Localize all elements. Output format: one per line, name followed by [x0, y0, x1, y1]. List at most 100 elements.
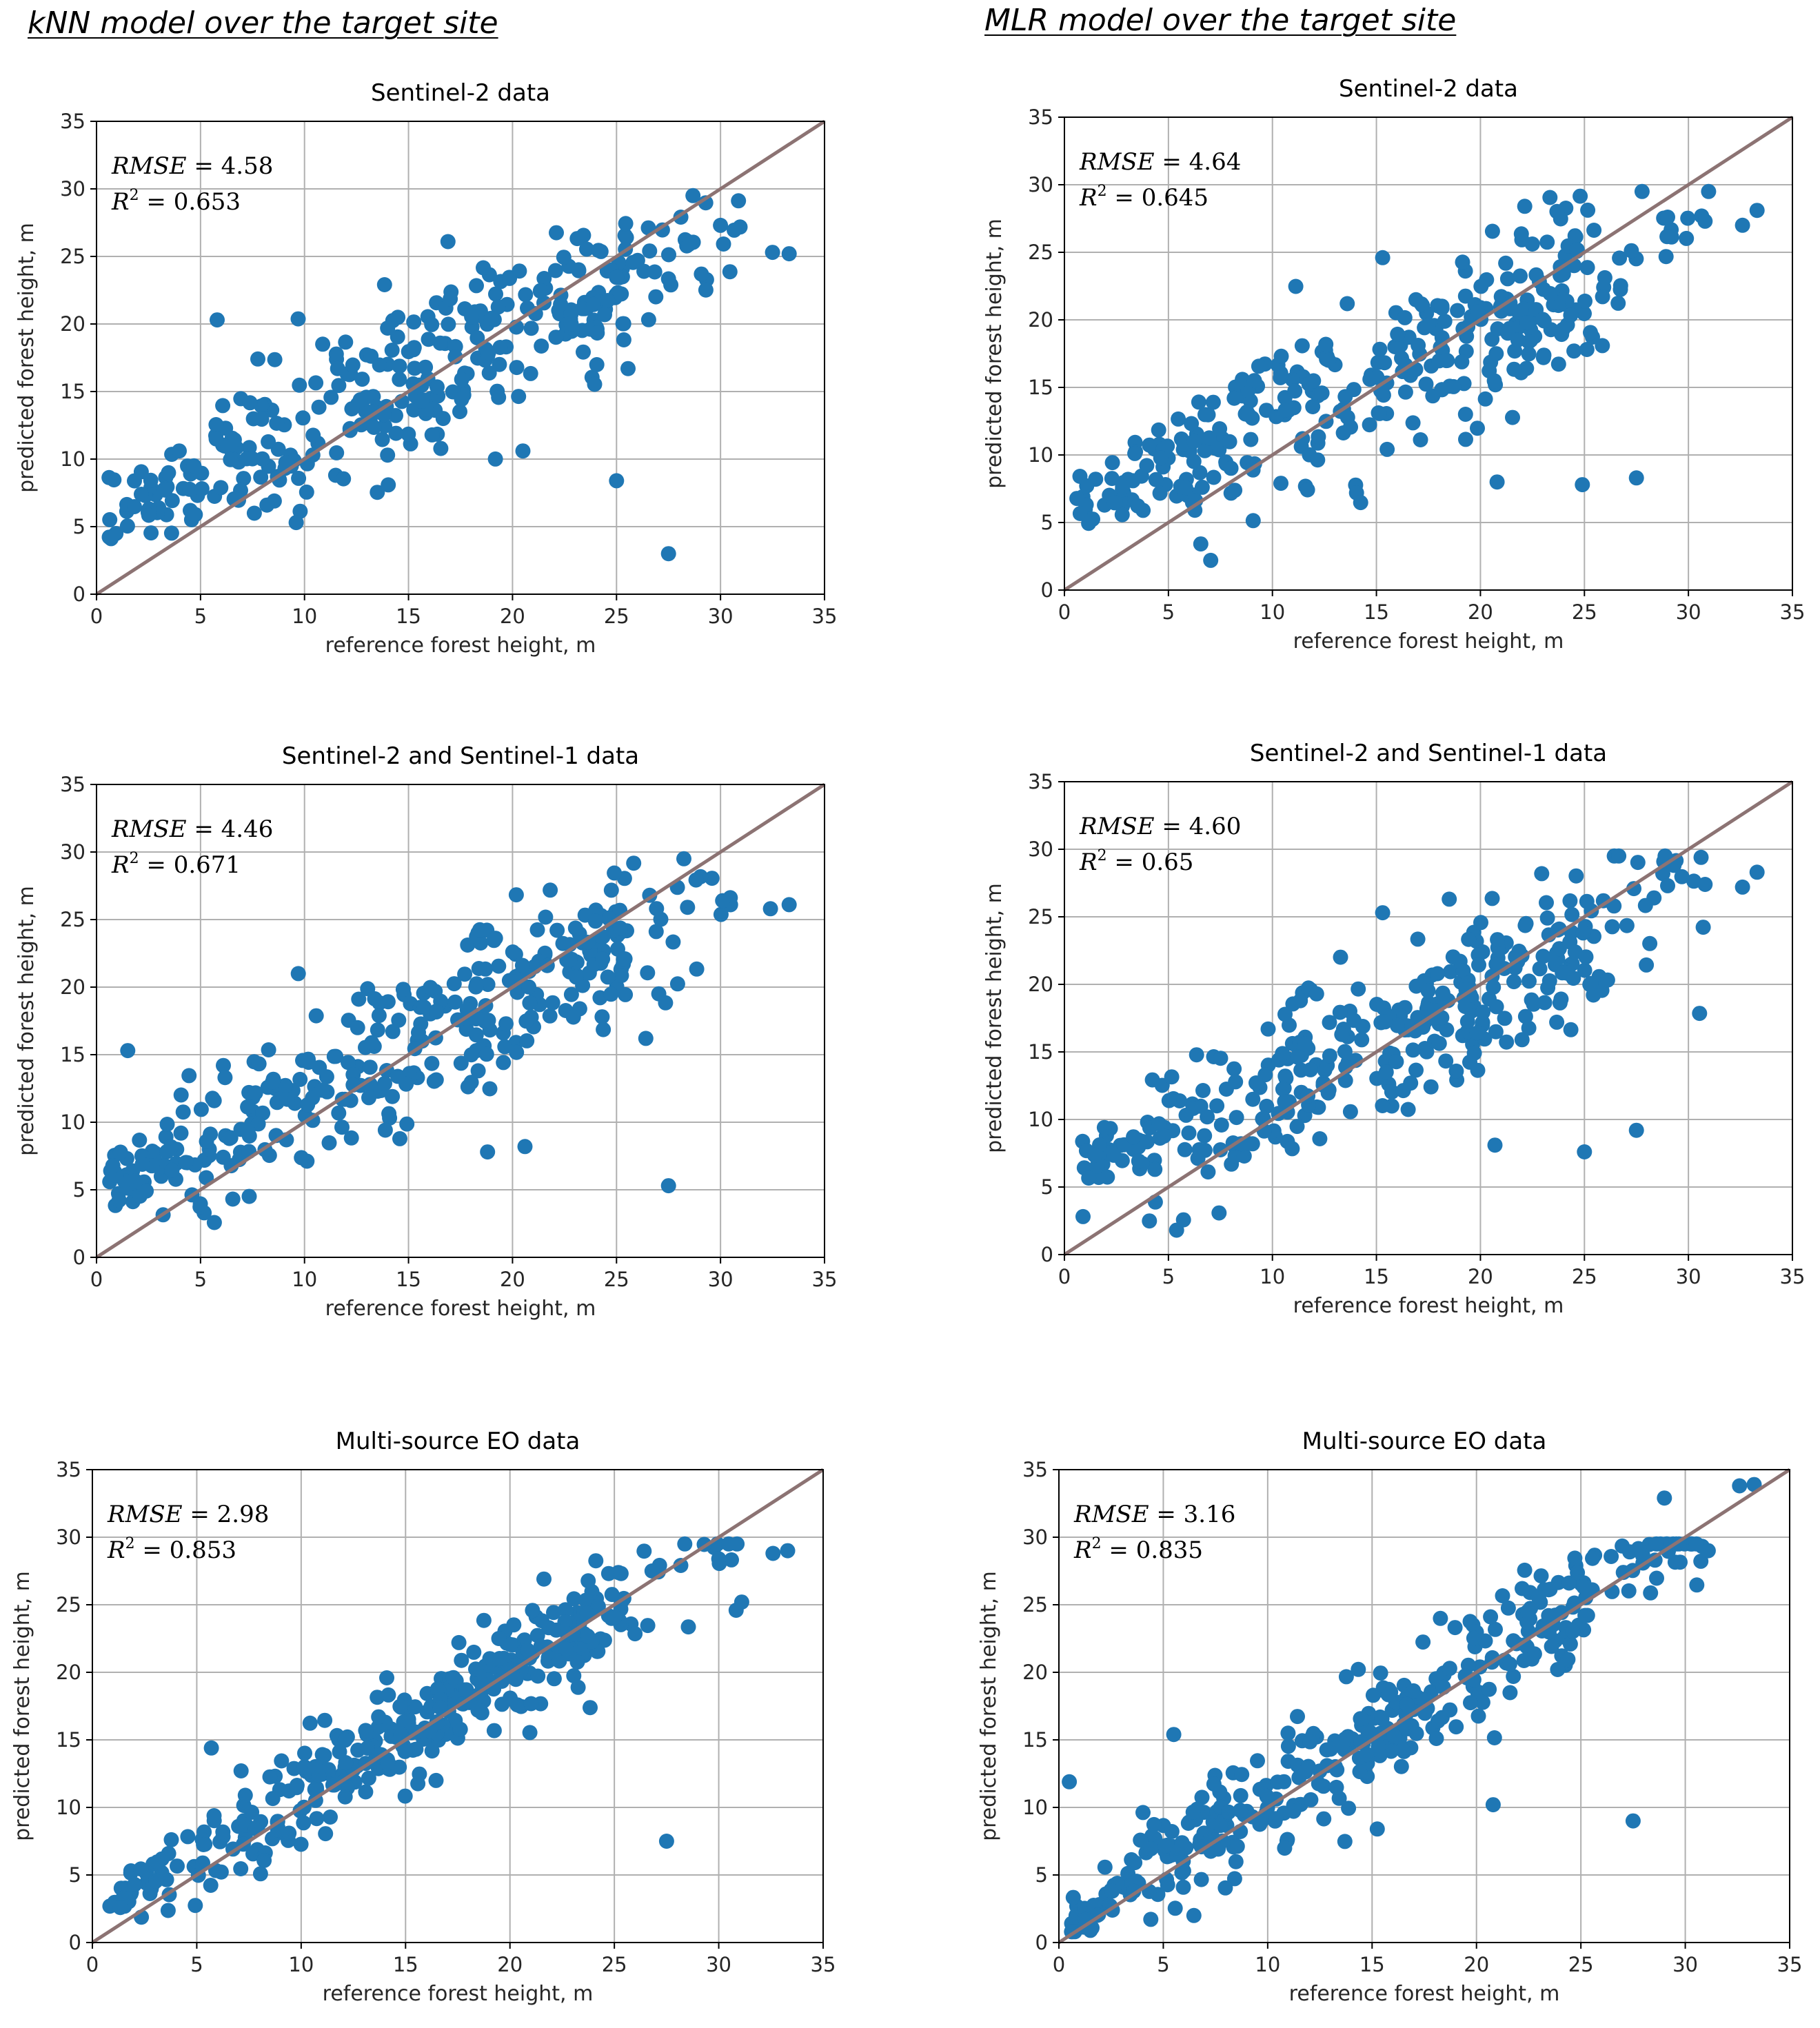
data-point [1310, 452, 1326, 468]
data-point [1624, 243, 1639, 258]
data-point [297, 1745, 312, 1761]
data-point [653, 911, 669, 927]
x-tick-label: 25 [602, 1953, 627, 1976]
data-point [328, 346, 344, 362]
x-tick-label: 15 [1364, 1265, 1389, 1288]
data-point [1612, 278, 1628, 294]
x-tick-label: 5 [1162, 600, 1175, 624]
data-point [509, 1697, 525, 1713]
data-point [1505, 409, 1520, 425]
x-tick-label: 5 [194, 1268, 207, 1291]
y-tick-label: 20 [1028, 308, 1053, 332]
data-point [487, 451, 503, 467]
data-point [1223, 460, 1239, 476]
data-point [490, 299, 506, 315]
data-point [217, 1070, 233, 1086]
data-point [1552, 995, 1568, 1011]
y-tick-label: 15 [60, 380, 85, 403]
x-tick-label: 25 [604, 605, 629, 628]
data-point [334, 1119, 350, 1135]
data-point [616, 316, 631, 332]
data-point [1152, 485, 1168, 501]
data-point [1667, 1554, 1683, 1570]
data-point [1418, 376, 1434, 392]
data-point [1568, 868, 1584, 884]
data-point [548, 329, 564, 345]
data-point [523, 321, 539, 336]
data-point [525, 1603, 540, 1619]
data-point [570, 1679, 586, 1695]
data-point [213, 480, 229, 496]
data-point [1205, 394, 1221, 410]
data-point [1406, 1683, 1422, 1699]
data-point [447, 994, 463, 1010]
data-point [1749, 203, 1765, 219]
data-point [1628, 470, 1644, 486]
data-point [1567, 1550, 1583, 1566]
scatter-points [102, 851, 797, 1230]
data-point [1181, 1125, 1197, 1141]
data-point [1535, 312, 1550, 327]
data-point [644, 1563, 660, 1579]
data-point [1373, 1665, 1388, 1681]
data-point [1104, 455, 1120, 471]
data-point [545, 995, 560, 1011]
data-point [338, 334, 354, 350]
data-point [245, 1846, 261, 1862]
data-point [580, 1628, 596, 1644]
data-point [1580, 202, 1596, 218]
data-point [253, 469, 269, 485]
data-point [603, 986, 619, 1002]
data-point [1375, 905, 1391, 921]
data-point [385, 1088, 401, 1104]
data-point [1500, 325, 1516, 341]
x-tick-label: 20 [500, 605, 525, 628]
data-point [1442, 1661, 1457, 1676]
data-point [262, 1769, 278, 1785]
y-tick-label: 5 [1035, 1863, 1048, 1887]
data-point [112, 1144, 128, 1160]
data-point [618, 986, 634, 1002]
data-point [1294, 338, 1310, 354]
data-point [1642, 935, 1658, 951]
mlr-column-title: MLR model over the target site [984, 3, 1457, 38]
data-point [412, 1766, 427, 1782]
data-point [470, 1703, 486, 1718]
data-point [1502, 1656, 1517, 1672]
data-point [1097, 1859, 1113, 1875]
data-point [1166, 1727, 1182, 1743]
data-point [112, 1900, 128, 1916]
data-point [194, 481, 210, 496]
data-point [288, 515, 304, 531]
data-point [1575, 477, 1590, 493]
data-point [1333, 949, 1348, 965]
data-point [1466, 1045, 1482, 1061]
panel-title: Sentinel-2 data [371, 79, 550, 107]
data-point [1395, 1083, 1411, 1099]
data-point [241, 1188, 257, 1204]
data-point [1268, 1811, 1284, 1827]
plot-frame [96, 784, 825, 1258]
data-point [1488, 956, 1504, 972]
data-point [1206, 469, 1222, 485]
data-point [1499, 271, 1515, 287]
y-tick-label: 35 [60, 110, 85, 133]
x-tick-label: 0 [90, 605, 103, 628]
data-point [292, 1071, 308, 1087]
data-point [1290, 1709, 1305, 1725]
data-point [1457, 999, 1473, 1015]
x-tick-label: 15 [396, 605, 421, 628]
data-point [406, 340, 422, 356]
data-point [1506, 361, 1522, 377]
data-point [316, 1747, 332, 1763]
data-point [1488, 1024, 1504, 1040]
data-point [471, 961, 487, 976]
data-point [571, 263, 587, 278]
x-axis-label: reference forest height, m [1293, 1294, 1564, 1318]
data-point [290, 966, 306, 982]
data-point [491, 1631, 507, 1646]
data-point [478, 1046, 494, 1062]
data-point [354, 372, 370, 387]
data-point [192, 1196, 208, 1212]
data-point [1537, 995, 1553, 1011]
